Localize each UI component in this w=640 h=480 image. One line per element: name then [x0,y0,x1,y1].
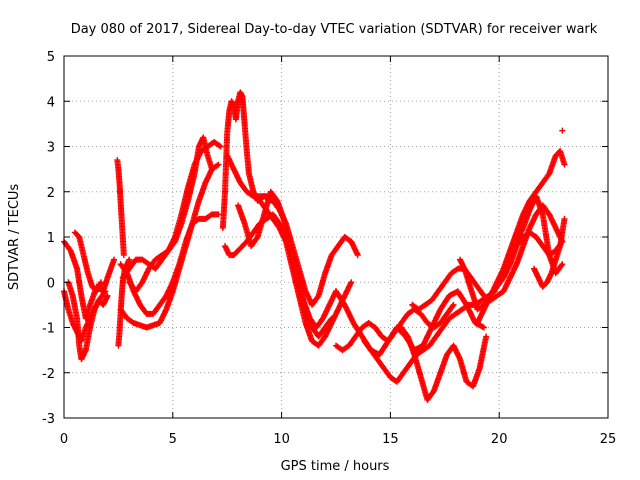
data-point [215,161,222,168]
series-track-5 [114,157,127,259]
data-point [217,143,224,150]
gridlines [64,56,608,418]
series-track-11 [219,89,274,231]
data-point [111,256,118,263]
data-point [480,324,487,331]
x-tick-label: 0 [60,432,68,447]
x-tick-label: 25 [600,432,617,447]
series-track-25 [559,127,566,134]
y-tick-label: -3 [42,412,55,427]
data-markers [61,89,568,403]
series-track-18 [361,288,498,385]
series-track-21 [457,148,568,313]
data-point [97,279,104,286]
data-point [208,166,215,173]
data-point [450,301,457,308]
x-tick-label: 5 [169,432,177,447]
y-tick-label: 5 [47,50,55,65]
data-point [104,292,111,299]
data-point [561,161,568,168]
data-point [102,288,109,295]
data-point [559,127,566,134]
y-tick-label: 2 [47,186,55,201]
data-point [559,261,566,268]
series-track-19 [398,324,490,403]
y-axis-label: SDTVAR / TECUs [7,184,22,291]
series-track-15 [256,197,355,349]
series-track-13 [224,152,361,308]
data-point [483,333,490,340]
series-track-3 [65,279,111,363]
x-tick-label: 20 [491,432,508,447]
data-point [126,256,133,263]
x-tick-label: 15 [382,432,399,447]
y-tick-label: 0 [47,276,55,291]
x-tick-label: 10 [273,432,290,447]
y-tick-label: 1 [47,231,55,246]
ticks: 0 5 10 15 20 25 -3 -2 -1 0 1 2 3 4 5 [42,50,616,447]
data-point [558,262,565,269]
data-point [101,289,108,296]
data-point [120,252,127,259]
y-tick-label: -1 [42,322,55,337]
series-track-10 [126,134,215,295]
y-tick-label: 3 [47,141,55,156]
y-tick-label: -2 [42,367,55,382]
data-point [449,303,456,310]
data-point [561,215,568,222]
series-track-1 [61,238,118,322]
x-axis-label: GPS time / hours [281,459,390,474]
chart-title: Day 080 of 2017, Sidereal Day-to-day VTE… [71,22,598,37]
data-point [215,211,222,218]
series-track-24 [531,215,568,290]
data-point [354,252,361,259]
data-point [348,279,355,286]
series-track-4 [71,229,104,295]
y-tick-label: 4 [47,95,55,110]
series-track-8 [117,161,222,331]
